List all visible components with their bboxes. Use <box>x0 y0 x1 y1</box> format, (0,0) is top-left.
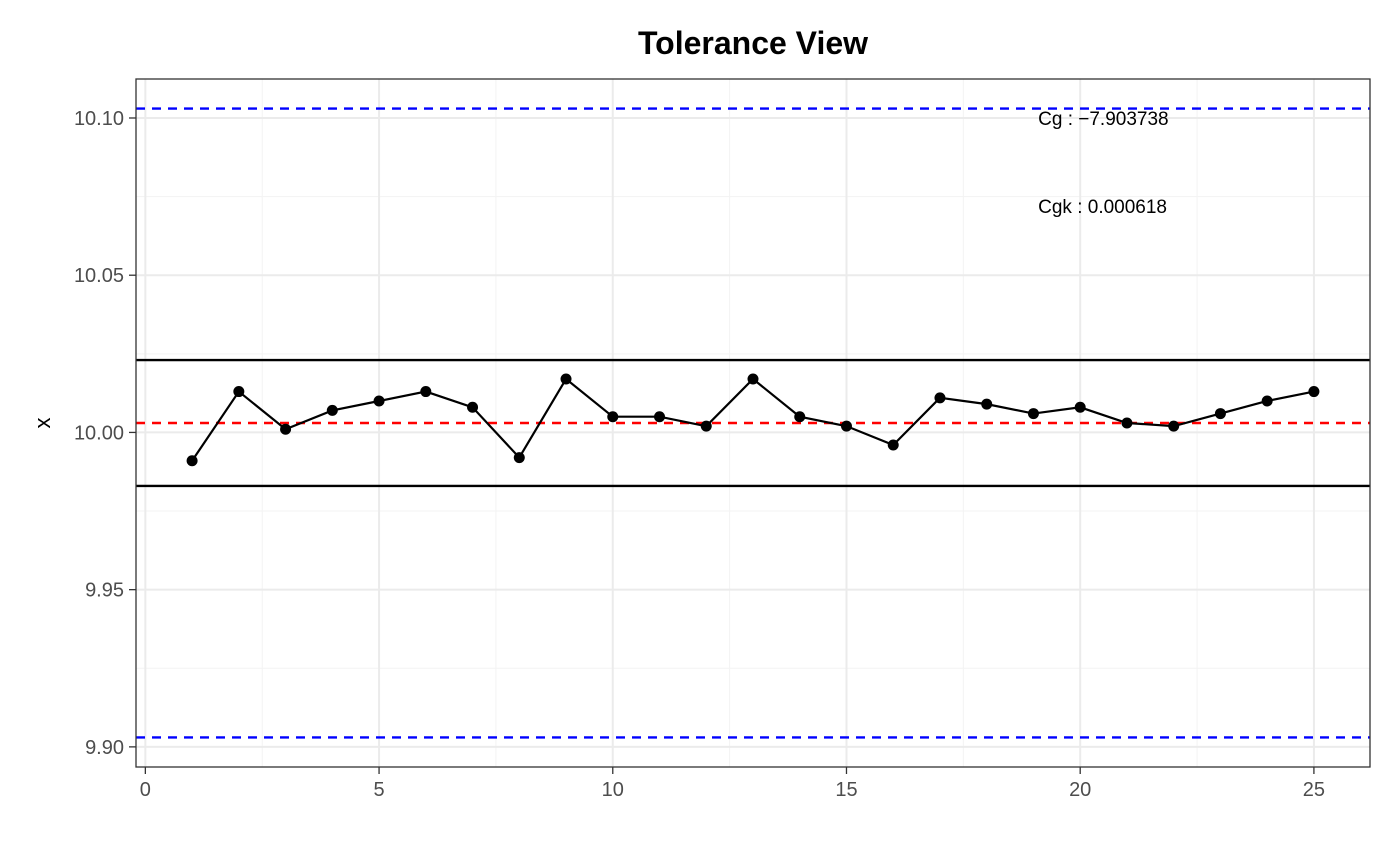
data-point <box>794 411 806 423</box>
data-point <box>1027 408 1039 420</box>
data-point <box>981 398 993 410</box>
data-point <box>1168 420 1180 432</box>
data-point <box>700 420 712 432</box>
series-line <box>191 377 1315 462</box>
y-axis-title: x <box>30 418 55 429</box>
data-point <box>326 404 338 416</box>
reference-lines <box>136 107 1370 739</box>
data-series <box>186 373 1320 467</box>
x-tick-label: 15 <box>835 779 857 801</box>
chart-title: Tolerance View <box>638 25 868 61</box>
data-point <box>186 455 198 467</box>
data-point <box>934 392 946 404</box>
annotation-label: Cgk : 0.000618 <box>1038 197 1167 218</box>
data-point <box>840 420 852 432</box>
panel-border <box>135 78 1371 768</box>
data-point <box>280 423 292 435</box>
x-tick-label: 0 <box>140 779 151 801</box>
data-point <box>887 439 899 451</box>
y-tick-label: 10.00 <box>74 422 124 444</box>
data-point <box>654 411 666 423</box>
data-point <box>467 401 479 413</box>
data-point <box>560 373 572 385</box>
y-tick-label: 10.05 <box>74 265 124 287</box>
annotations: Cg : −7.903738 Cgk : 0.000618 <box>1038 109 1168 218</box>
x-tick-label: 10 <box>602 779 624 801</box>
x-tick-label: 5 <box>373 779 384 801</box>
axis-ticks: 0 5 10 15 20 25 9.90 9.95 10.00 10.05 10.10 <box>74 108 1325 801</box>
y-tick-label: 9.90 <box>85 737 124 759</box>
data-point <box>1214 408 1226 420</box>
data-point <box>420 386 432 398</box>
data-point <box>513 452 525 464</box>
data-point <box>1121 417 1133 429</box>
data-point <box>373 395 385 407</box>
x-tick-label: 20 <box>1069 779 1091 801</box>
data-point <box>233 386 245 398</box>
data-point <box>607 411 619 423</box>
x-tick-label: 25 <box>1303 779 1325 801</box>
annotation-label: Cg : −7.903738 <box>1038 109 1168 130</box>
y-tick-label: 10.10 <box>74 108 124 130</box>
data-point <box>1074 401 1086 413</box>
data-point <box>1261 395 1273 407</box>
data-point <box>1308 386 1320 398</box>
y-tick-label: 9.95 <box>85 580 124 602</box>
data-point <box>747 373 759 385</box>
